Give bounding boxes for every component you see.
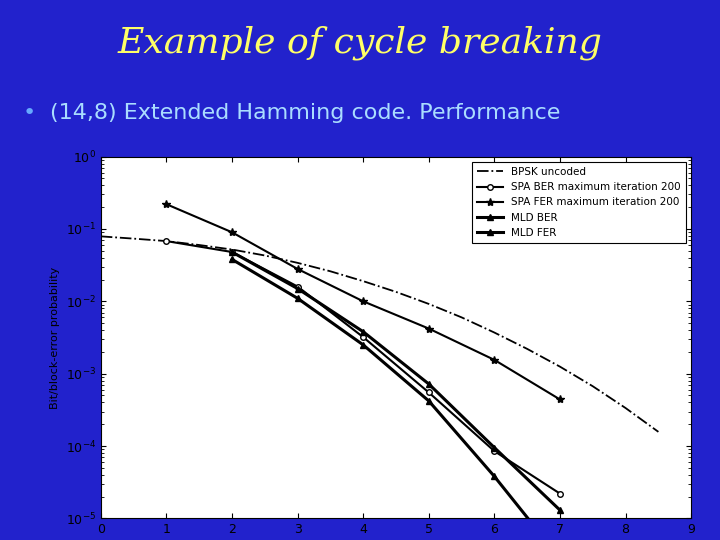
BPSK uncoded	[359, 278, 367, 285]
MLD FER	[490, 444, 499, 451]
Text: (14,8) Extended Hamming code. Performance: (14,8) Extended Hamming code. Performanc…	[50, 103, 561, 124]
SPA BER maximum iteration 200	[425, 389, 433, 396]
BPSK uncoded	[326, 268, 335, 274]
MLD FER	[359, 328, 367, 335]
SPA FER maximum iteration 200	[490, 356, 499, 363]
MLD BER	[359, 342, 367, 348]
SPA BER maximum iteration 200	[490, 448, 499, 454]
SPA FER maximum iteration 200	[293, 266, 302, 272]
BPSK uncoded	[457, 314, 466, 321]
MLD BER	[490, 473, 499, 480]
SPA BER maximum iteration 200	[359, 334, 367, 340]
BPSK uncoded	[392, 289, 400, 295]
Line: SPA BER maximum iteration 200: SPA BER maximum iteration 200	[163, 238, 563, 496]
SPA FER maximum iteration 200	[425, 325, 433, 332]
SPA BER maximum iteration 200	[162, 238, 171, 244]
BPSK uncoded	[425, 301, 433, 307]
BPSK uncoded	[621, 405, 630, 411]
BPSK uncoded	[195, 242, 204, 248]
Line: MLD BER: MLD BER	[228, 256, 564, 540]
Legend: BPSK uncoded, SPA BER maximum iteration 200, SPA FER maximum iteration 200, MLD : BPSK uncoded, SPA BER maximum iteration …	[472, 162, 686, 243]
BPSK uncoded	[228, 246, 236, 253]
BPSK uncoded	[556, 363, 564, 370]
BPSK uncoded	[523, 346, 531, 352]
MLD BER	[228, 256, 236, 262]
SPA FER maximum iteration 200	[359, 298, 367, 305]
BPSK uncoded	[490, 329, 499, 336]
BPSK uncoded	[654, 429, 662, 435]
Y-axis label: Bit/block-error probability: Bit/block-error probability	[50, 266, 60, 409]
Line: MLD FER: MLD FER	[228, 248, 564, 514]
SPA FER maximum iteration 200	[228, 229, 236, 235]
MLD BER	[293, 295, 302, 301]
Text: Example of cycle breaking: Example of cycle breaking	[117, 26, 603, 60]
MLD BER	[425, 397, 433, 404]
BPSK uncoded	[293, 260, 302, 266]
SPA BER maximum iteration 200	[293, 284, 302, 290]
Line: BPSK uncoded: BPSK uncoded	[101, 237, 658, 432]
MLD FER	[293, 285, 302, 292]
BPSK uncoded	[130, 235, 138, 242]
SPA BER maximum iteration 200	[556, 490, 564, 497]
SPA FER maximum iteration 200	[162, 201, 171, 207]
Line: SPA FER maximum iteration 200: SPA FER maximum iteration 200	[162, 200, 564, 403]
BPSK uncoded	[162, 238, 171, 244]
BPSK uncoded	[588, 383, 597, 389]
BPSK uncoded	[261, 252, 269, 259]
SPA BER maximum iteration 200	[228, 249, 236, 255]
SPA FER maximum iteration 200	[556, 396, 564, 403]
MLD FER	[425, 381, 433, 387]
Text: •: •	[22, 103, 35, 124]
MLD FER	[556, 507, 564, 514]
BPSK uncoded	[96, 233, 105, 240]
MLD FER	[228, 249, 236, 255]
